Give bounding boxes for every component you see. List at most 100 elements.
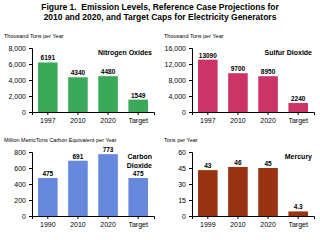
tick-label: 1997 (200, 117, 216, 124)
tick-label: 2010 (230, 221, 246, 228)
panel-title: Sulfur Dioxide (265, 49, 313, 56)
tick-mark (29, 168, 32, 169)
tick-mark (207, 112, 208, 115)
tick-mark (108, 112, 109, 115)
tick-label: 1999 (200, 221, 216, 228)
tick-mark (29, 200, 32, 201)
tick-mark (237, 216, 238, 219)
y-tick: 8,000 (168, 77, 192, 84)
x-tick: Target (128, 112, 148, 125)
bar (98, 154, 118, 216)
panel: 015304560199920102020Target4346454.3Tons… (164, 137, 315, 229)
axis-title: Thousand Tons per Year (4, 33, 64, 39)
y-tick: 30 (178, 181, 192, 188)
tick-label: 400 (14, 181, 26, 188)
y-tick: 45 (178, 165, 192, 172)
tick-label: 12,000 (165, 61, 187, 68)
panel-title-line: Mercury (285, 153, 312, 161)
panel-title: CarbonDioxide (127, 153, 152, 169)
tick-label: 30 (178, 181, 186, 188)
y-tick: 15 (178, 197, 192, 204)
tick-mark (29, 112, 32, 113)
x-axis: 199720102020Target (193, 112, 315, 125)
data-labels: 6191434044801549 (41, 54, 146, 98)
bar (68, 161, 88, 216)
panel: 0200400600800199020102020Target475691773… (4, 137, 155, 229)
y-tick: 800 (14, 149, 32, 156)
bars (198, 60, 308, 112)
x-tick: Target (128, 216, 148, 229)
bars (198, 167, 308, 216)
y-tick: 2,000 (8, 93, 32, 100)
x-tick: 1990 (40, 216, 56, 228)
tick-mark (77, 112, 78, 115)
panel: 02,0004,0006,0008,000199720102020Target6… (4, 33, 155, 125)
tick-label: 4,000 (168, 93, 186, 100)
tick-label: 800 (14, 149, 26, 156)
bar (128, 178, 148, 216)
tick-label: 2010 (70, 117, 86, 124)
data-label: 45 (264, 160, 272, 167)
tick-label: 2,000 (8, 93, 26, 100)
tick-mark (189, 168, 192, 169)
x-tick: 2020 (260, 216, 276, 228)
data-label: 9700 (231, 65, 246, 72)
panel-title-line: Sulfur Dioxide (265, 49, 313, 56)
panel-title-line: Nitrogen Oxides (98, 49, 152, 57)
tick-mark (29, 152, 32, 153)
title-line: Figure 1. Emission Levels, Reference Cas… (41, 2, 279, 12)
tick-mark (47, 112, 48, 115)
bar (228, 73, 248, 112)
tick-label: 45 (178, 165, 186, 172)
tick-mark (29, 48, 32, 49)
data-label: 4.3 (294, 203, 303, 210)
tick-mark (189, 80, 192, 81)
data-label: 2240 (291, 95, 306, 102)
panel-title: Mercury (285, 153, 312, 161)
tick-mark (77, 216, 78, 219)
x-tick: Target (288, 112, 308, 125)
data-label: 691 (73, 153, 84, 160)
y-tick: 6,000 (8, 61, 32, 68)
data-label: 773 (103, 146, 114, 153)
tick-mark (138, 216, 139, 219)
tick-label: Target (128, 221, 148, 229)
tick-mark (29, 216, 32, 217)
tick-label: 1990 (40, 221, 56, 228)
axis-line (189, 153, 193, 217)
y-tick: 0 (22, 213, 32, 220)
y-tick: 400 (14, 181, 32, 188)
tick-label: 4,000 (8, 77, 26, 84)
tick-mark (189, 152, 192, 153)
bar (258, 168, 278, 216)
x-axis: 199020102020Target (33, 216, 155, 229)
panel: 04,0008,00012,00016,000199720102020Targe… (164, 33, 315, 125)
tick-mark (29, 96, 32, 97)
tick-label: 2020 (100, 117, 116, 124)
bar (228, 167, 248, 216)
data-label: 6191 (41, 54, 56, 61)
axis-line (189, 49, 193, 113)
axis-line (29, 153, 33, 217)
data-label: 43 (204, 162, 212, 169)
bar (198, 170, 218, 216)
tick-mark (237, 112, 238, 115)
data-labels: 4346454.3 (204, 159, 303, 210)
axis-line (193, 113, 315, 116)
x-tick: 1997 (200, 112, 216, 124)
tick-label: 2020 (260, 117, 276, 124)
y-axis: 02,0004,0006,0008,000 (8, 45, 32, 116)
tick-label: 0 (22, 213, 26, 220)
y-axis: 0200400600800 (14, 149, 32, 220)
data-label: 13090 (199, 52, 217, 59)
tick-mark (189, 200, 192, 201)
x-tick: 1997 (40, 112, 56, 124)
axis-title: Million MetricTons Carbon Equivalent per… (4, 137, 117, 143)
tick-label: 600 (14, 165, 26, 172)
y-tick: 0 (182, 109, 192, 116)
x-tick: 2020 (260, 112, 276, 124)
y-axis: 015304560 (178, 149, 192, 220)
data-label: 475 (133, 170, 144, 177)
axis-title: Tons per Year (164, 137, 198, 143)
y-tick: 4,000 (8, 77, 32, 84)
